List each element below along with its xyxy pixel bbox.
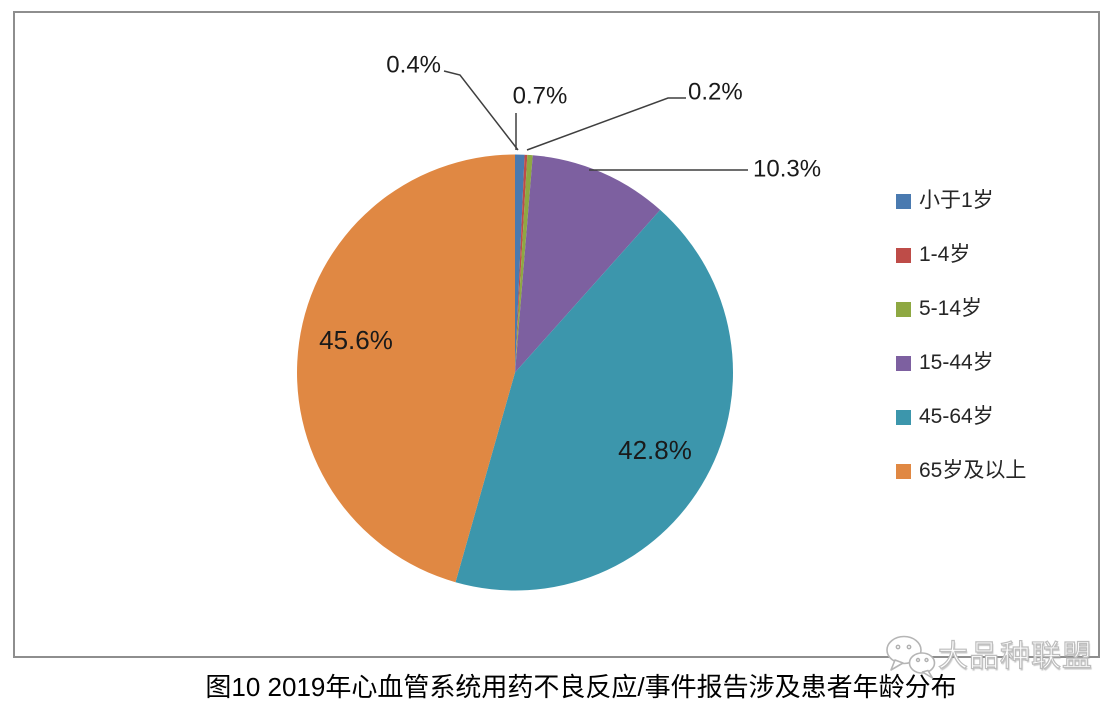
legend-label: 5-14岁: [919, 297, 983, 320]
legend-swatch-icon: [896, 409, 911, 425]
legend-item-1: 1-4岁: [896, 244, 1026, 266]
pie-label-5: 45.6%: [319, 325, 393, 355]
legend-swatch-icon: [896, 355, 911, 371]
pie-label-3: 10.3%: [753, 156, 821, 183]
legend-item-0: 小于1岁: [896, 190, 1026, 212]
pie-slice-3: [515, 155, 661, 373]
legend-swatch-icon: [896, 301, 911, 317]
chart-legend: 小于1岁 1-4岁 5-14岁 15-44岁 45-64岁 65岁及以上: [896, 190, 1026, 514]
pie-label-0: 0.7%: [513, 83, 568, 110]
legend-label: 15-44岁: [919, 351, 994, 374]
legend-item-2: 5-14岁: [896, 298, 1026, 320]
figure-caption: 图10 2019年心血管系统用药不良反应/事件报告涉及患者年龄分布: [205, 672, 957, 702]
pie-slice-1: [515, 154, 528, 373]
legend-swatch-icon: [896, 193, 911, 209]
pie-label-1: 0.2%: [688, 79, 743, 106]
legend-item-3: 15-44岁: [896, 352, 1026, 374]
legend-swatch-icon: [896, 463, 911, 479]
pie-label-4: 42.8%: [618, 435, 692, 465]
legend-label: 45-64岁: [919, 405, 994, 428]
pie-slice-4: [455, 209, 734, 591]
legend-label: 1-4岁: [919, 243, 971, 266]
legend-label: 小于1岁: [919, 189, 994, 212]
leader-line-2: [443, 70, 519, 151]
pie-slice-5: [297, 154, 515, 583]
leader-line-1: [526, 97, 686, 151]
legend-item-4: 45-64岁: [896, 406, 1026, 428]
legend-item-5: 65岁及以上: [896, 460, 1026, 482]
pie-label-2: 0.4%: [386, 52, 441, 79]
legend-swatch-icon: [896, 247, 911, 263]
pie-slice-2: [515, 154, 533, 373]
pie-slice-0: [515, 154, 525, 373]
legend-label: 65岁及以上: [919, 459, 1027, 482]
